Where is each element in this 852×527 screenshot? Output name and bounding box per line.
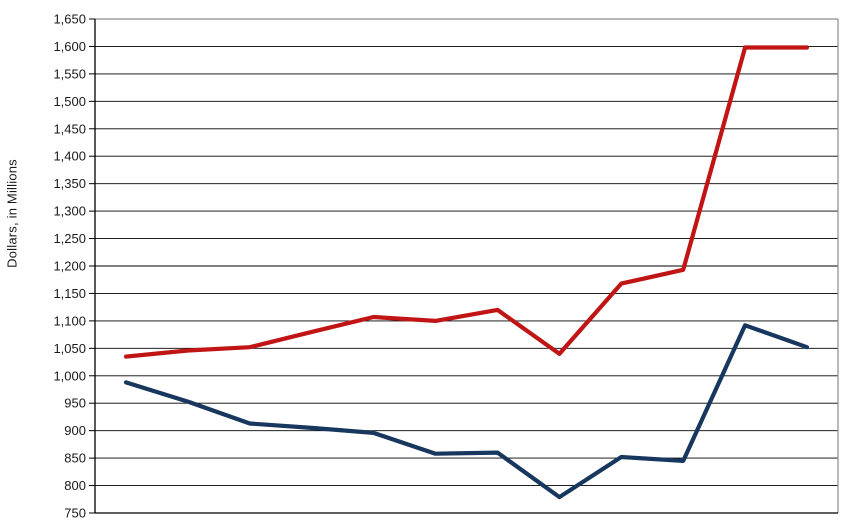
y-axis-tick-label: 1,150: [53, 286, 86, 301]
y-axis-tick-label: 1,300: [53, 204, 86, 219]
y-axis-tick-label: 1,200: [53, 259, 86, 274]
y-axis-tick-label: 1,350: [53, 176, 86, 191]
y-axis-tick-label: 1,400: [53, 149, 86, 164]
red-series-line: [123, 45, 810, 359]
y-axis-tick-label: 1,000: [53, 368, 86, 383]
y-axis-tick-label: 1,100: [53, 313, 86, 328]
y-axis-title: Dollars, in Millions: [4, 159, 20, 268]
navy-series-line: [123, 323, 810, 500]
y-axis-tick-label: 1,500: [53, 94, 86, 109]
y-axis-tick-label: 850: [64, 451, 86, 466]
y-axis-tick-label: 950: [64, 396, 86, 411]
y-axis-tick-label: 800: [64, 478, 86, 493]
y-axis-tick-label: 1,550: [53, 66, 86, 81]
y-axis-tick-label: 1,050: [53, 341, 86, 356]
y-axis-tick-label: 1,250: [53, 231, 86, 246]
y-axis-tick-label: 1,600: [53, 39, 86, 54]
y-axis-tick-label: 900: [64, 423, 86, 438]
y-axis-tick-label: 750: [64, 506, 86, 521]
y-axis-tick-label: 1,650: [53, 12, 86, 27]
y-axis-tick-label: 1,450: [53, 121, 86, 136]
